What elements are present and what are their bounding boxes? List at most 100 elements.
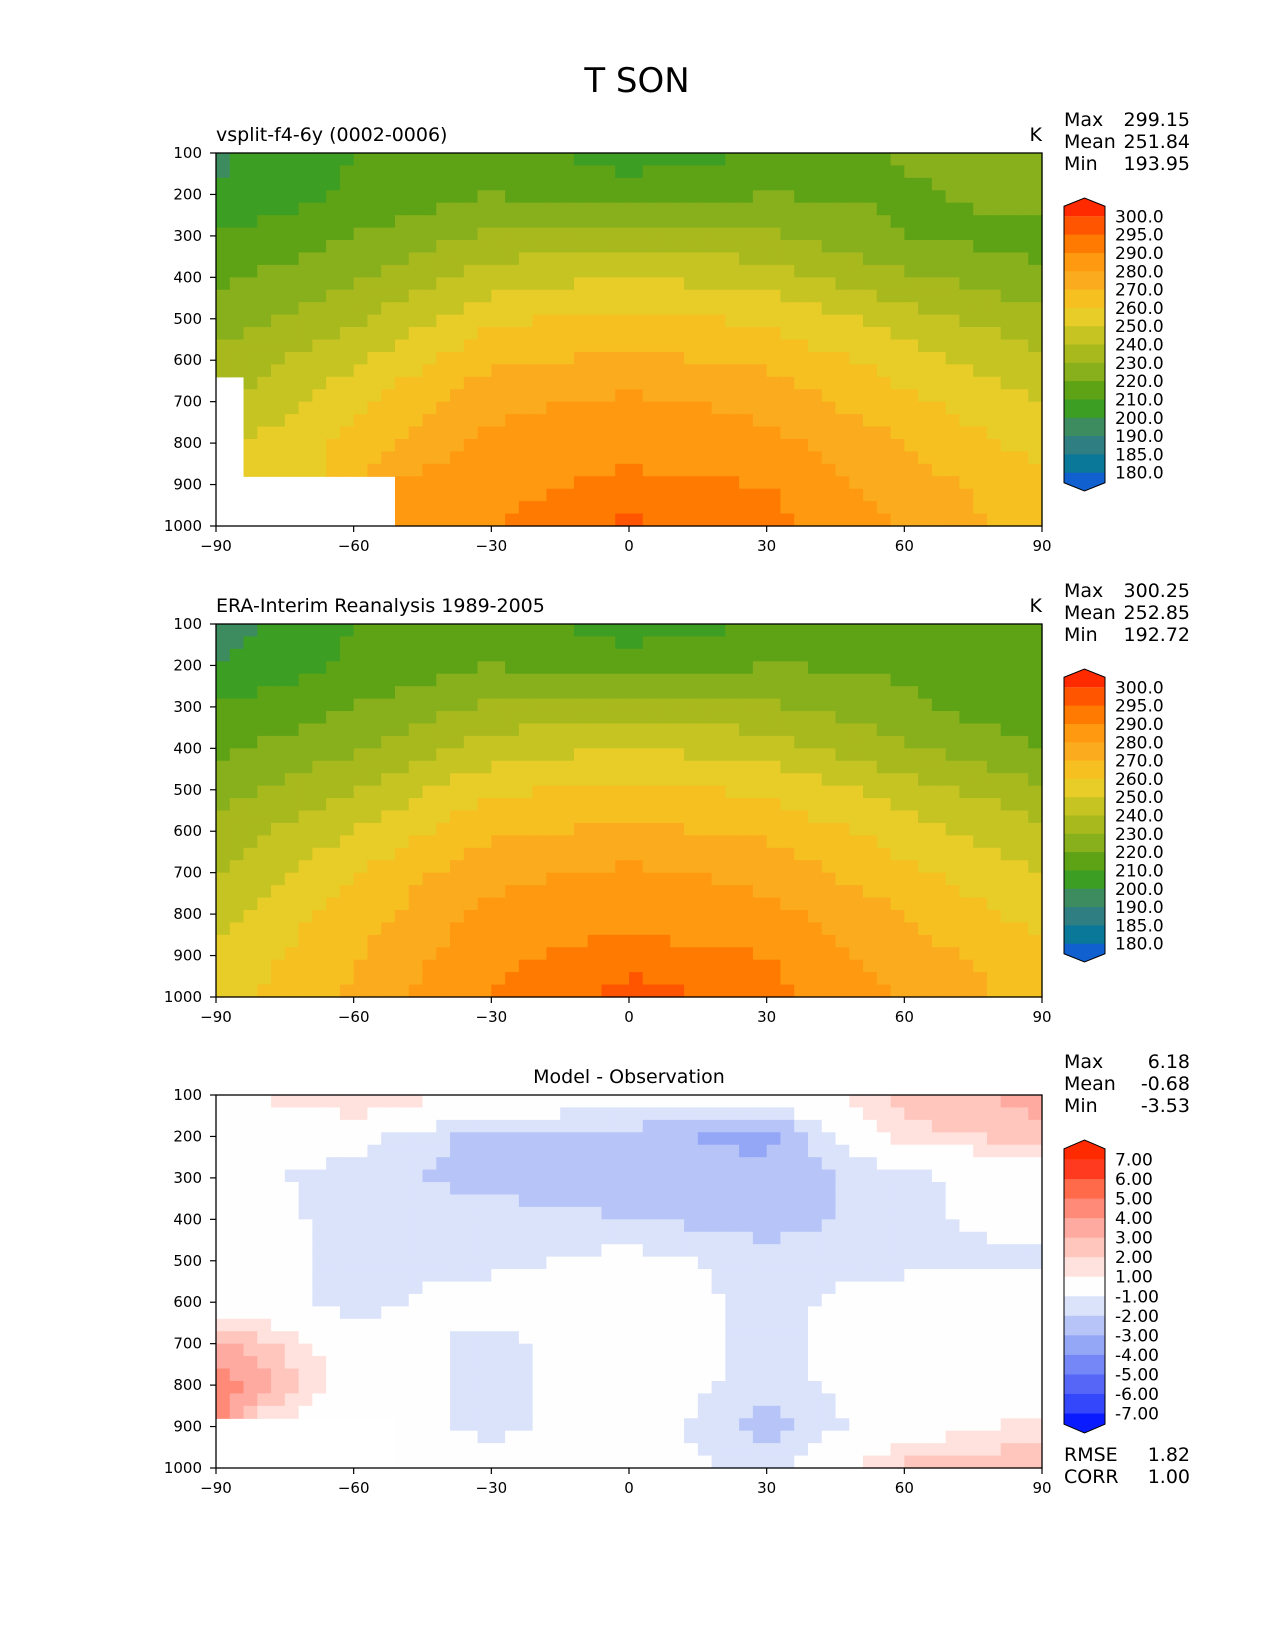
field-cell [1014,1119,1029,1133]
field-cell [642,1306,658,1320]
field-cell [284,1144,300,1158]
contour-field [216,1095,1043,1469]
field-cell [766,488,782,502]
field-cell [931,872,947,886]
field-cell [766,177,782,191]
field-cell [697,202,713,216]
field-cell [505,1182,520,1196]
field-cell [450,1256,465,1270]
field-cell [477,1269,492,1283]
field-cell [876,1132,892,1146]
field-cell [229,289,245,303]
field-cell [216,698,231,712]
field-cell [973,1144,988,1158]
field-cell [422,810,437,824]
field-cell [807,327,823,341]
field-cell [807,698,823,712]
field-cell [615,1269,630,1283]
field-cell [931,934,947,948]
field-cell [684,1182,699,1196]
field-cell [532,872,547,886]
field-cell [629,1219,644,1233]
field-cell [450,723,465,737]
field-cell [353,686,369,700]
field-cell [615,488,630,502]
field-cell [752,314,768,328]
field-cell [904,190,919,204]
field-cell [353,897,369,911]
field-cell [326,240,341,254]
field-cell [587,1095,603,1109]
field-cell [794,501,809,515]
field-cell [381,414,396,428]
field-cell [876,909,892,923]
field-cell [849,636,864,650]
field-cell [670,165,685,179]
field-cell [367,885,382,899]
field-cell [1014,1182,1029,1196]
field-cell [532,1256,547,1270]
field-cell [518,648,534,662]
field-cell [725,289,740,303]
field-cell [284,1293,300,1307]
field-cell [615,264,630,278]
field-cell [422,289,437,303]
field-cell [339,1182,355,1196]
field-cell [835,748,850,762]
field-cell [615,1281,630,1295]
field-cell [505,463,520,477]
field-cell [684,1206,699,1220]
field-cell [284,1206,300,1220]
field-cell [642,351,658,365]
field-cell [931,1331,947,1345]
field-cell [945,1107,960,1121]
field-cell [271,1331,286,1345]
field-cell [450,959,465,973]
field-cell [1028,1219,1043,1233]
field-cell [436,364,451,378]
field-cell [367,153,382,167]
field-cell [505,1306,520,1320]
field-cell [257,1281,272,1295]
field-cell [381,153,396,167]
field-cell [491,240,506,254]
field-cell [229,661,245,675]
field-cell [918,636,933,650]
field-cell [284,1219,300,1233]
field-cell [1000,711,1016,725]
field-cell [711,636,726,650]
field-cell [546,947,561,961]
field-cell [505,1269,520,1283]
field-cell [656,289,671,303]
field-cell [243,835,258,849]
field-cell [587,922,603,936]
field-cell [752,513,768,527]
field-cell [381,1281,396,1295]
colorbar-label: 180.0 [1115,464,1164,484]
field-cell [863,1331,878,1345]
field-cell [298,1256,313,1270]
field-cell [450,1194,465,1208]
field-cell [463,190,479,204]
field-cell [601,339,616,353]
field-cell [257,798,272,812]
field-cell [656,934,671,948]
field-cell [807,1182,823,1196]
field-cell [532,934,547,948]
field-cell [890,947,905,961]
field-cell [752,785,768,799]
field-cell [739,302,754,316]
field-cell [216,760,231,774]
field-cell [849,909,864,923]
field-cell [505,735,520,749]
field-cell [849,1256,864,1270]
field-cell [298,624,313,638]
field-cell [450,190,465,204]
field-cell [986,339,1002,353]
field-cell [257,227,272,241]
field-cell [408,364,424,378]
field-cell [1028,1256,1043,1270]
field-cell [918,314,933,328]
field-cell [1014,785,1029,799]
field-cell [629,1318,644,1332]
